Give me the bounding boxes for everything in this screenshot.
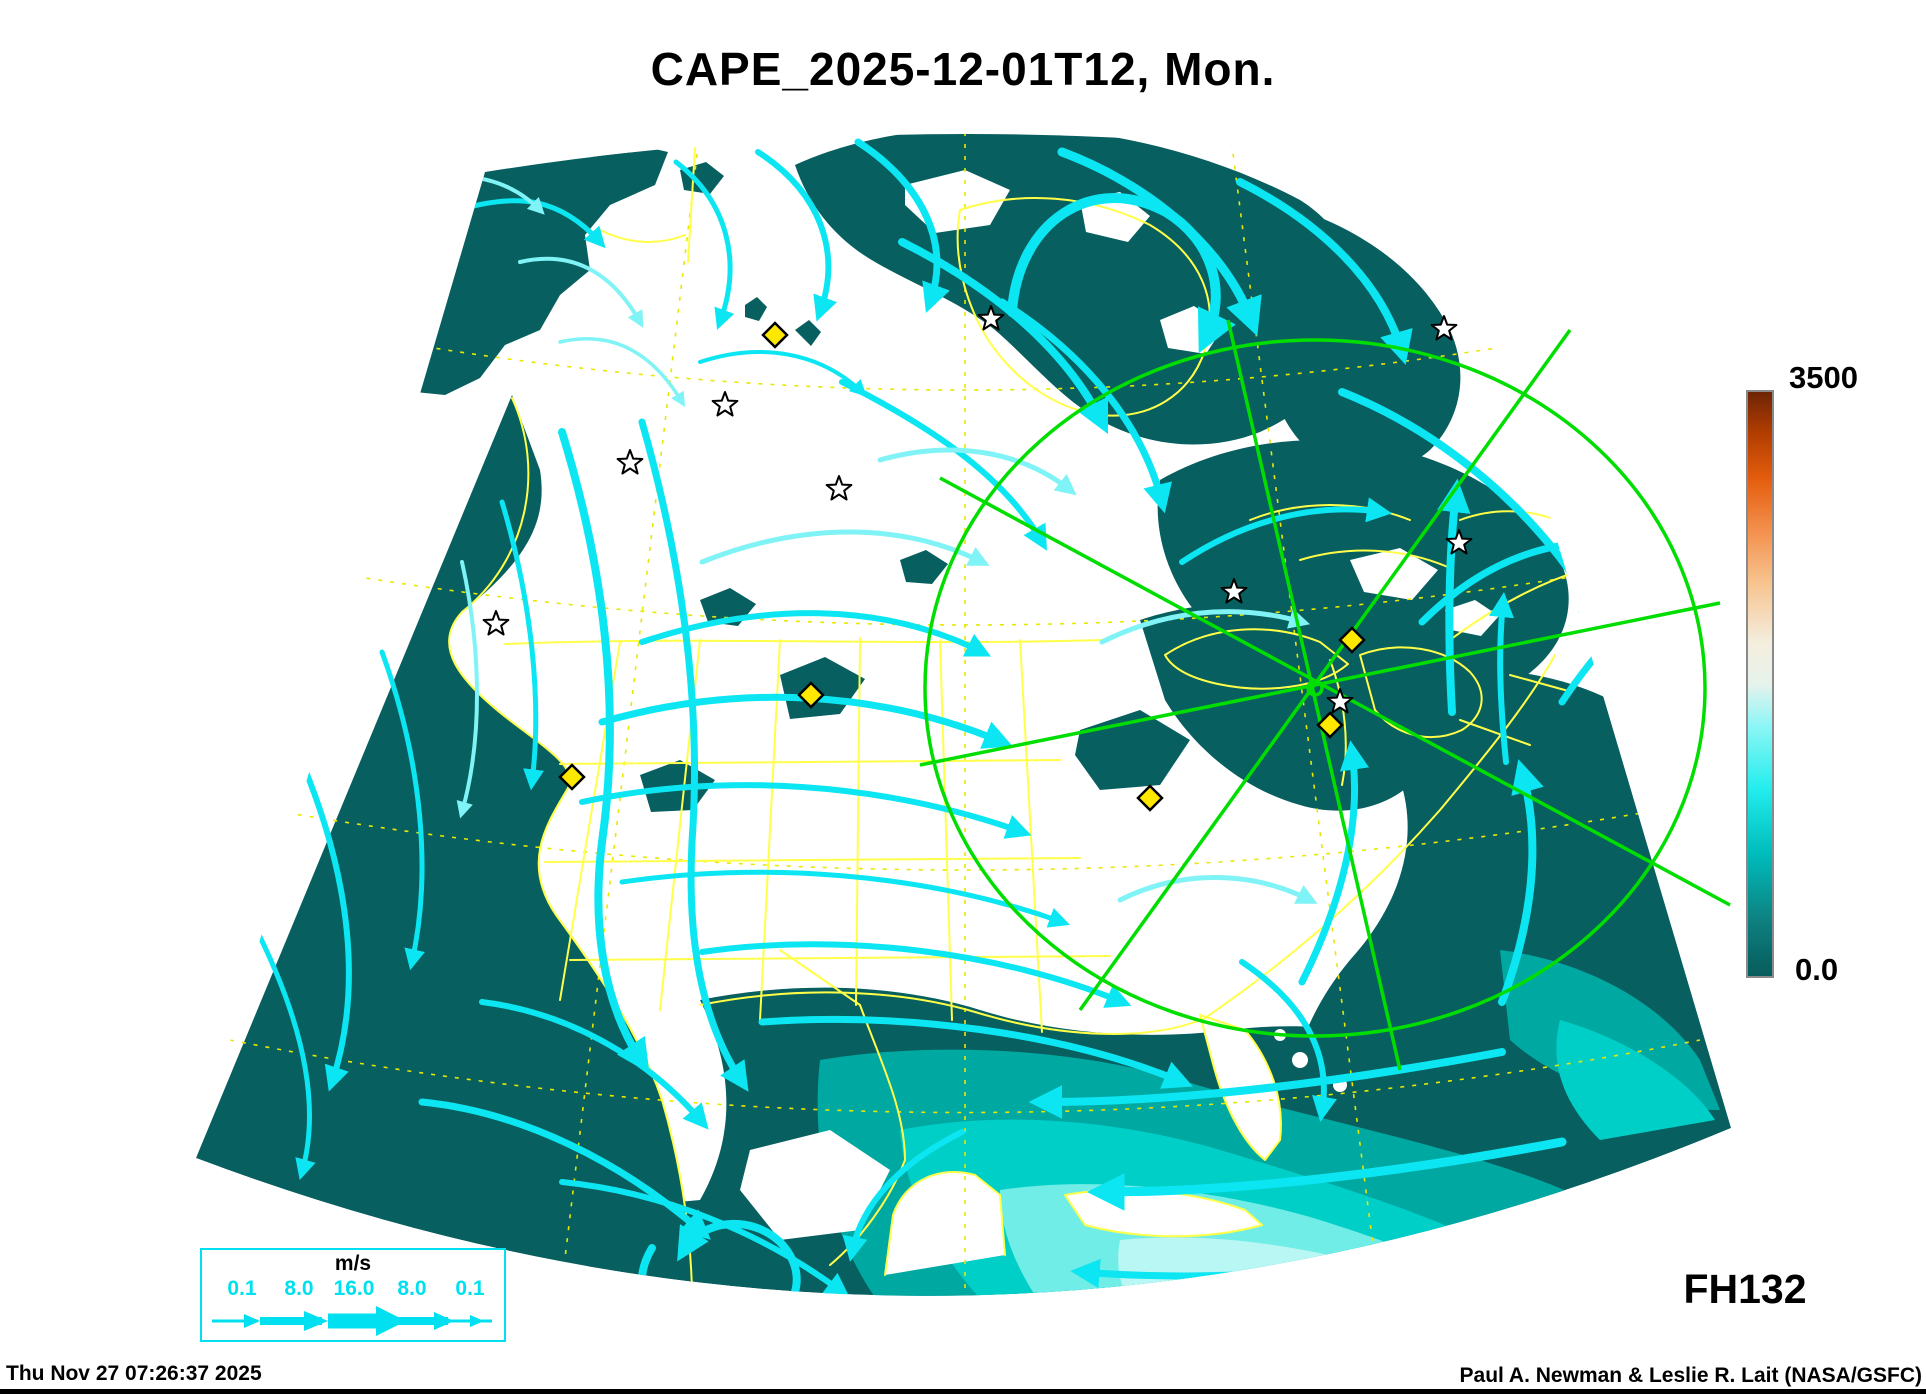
credit-text: Paul A. Newman & Leslie R. Lait (NASA/GS… [1459,1364,1922,1387]
wind-streamline [1057,147,1262,337]
wind-streamline [673,159,735,330]
wind-streamline [559,1179,851,1296]
wind-streamline [758,1016,1193,1089]
bottom-divider-bar [0,1389,1926,1394]
star-marker [1445,529,1473,555]
legend-speed-label: 16.0 [333,1277,375,1300]
wind-streamline [1236,178,1413,365]
wind-streamline [699,529,990,566]
wind-streamline [558,428,650,1074]
diamond-marker [1338,626,1366,654]
wind-streamline [558,337,686,408]
star-marker [616,449,644,475]
colorbar-max-label: 3500 [1789,360,1858,395]
wind-streamline [1239,959,1337,1122]
legend-speed-label: 8.0 [284,1277,314,1300]
star-marker [1220,578,1248,604]
wind-streamline [637,1219,801,1296]
wind-streamline [456,560,479,819]
wind-streamline [755,149,838,322]
wind-streamline [239,899,316,1181]
diamond-marker [1316,711,1344,739]
star-marker [1326,688,1354,714]
wind-streamline [299,759,352,1092]
wind-streamline [518,256,644,328]
wind-streamline [1298,740,1370,986]
wind-streamline [854,138,950,314]
diamond-marker [1136,784,1164,812]
page-title: CAPE_2025-12-01T12, Mon. [650,43,1276,95]
star-marker [482,610,510,636]
cape-colorbar [1746,390,1774,978]
wind-streamline [579,782,1032,839]
wind-streamline [1488,591,1515,765]
wind-streamline [1086,1137,1567,1211]
forecast-hour-label: FH132 [1683,1266,1807,1312]
range-ring-center [1306,679,1324,697]
wind-streamline [619,869,1070,928]
wind-streamline [1099,608,1311,645]
wind-streamline [499,499,544,791]
wind-streamline [1028,1048,1506,1119]
wind-streamline [877,447,1077,496]
wind-streamline [1558,574,1703,706]
legend-speed-label: 8.0 [397,1277,427,1300]
wind-streamline [1437,478,1471,716]
wind-streamline [998,298,1172,514]
wind-streamline [698,350,867,397]
wind-streamline [1498,759,1544,1006]
legend-units-label: m/s [334,1252,372,1275]
range-ring-circle [923,338,1707,1038]
wind-streamline [699,941,1132,1008]
creation-timestamp: Thu Nov 27 07:26:37 2025 [6,1362,262,1385]
wind-streamline [639,610,992,657]
wind-streamline [898,238,1109,435]
legend-speed-label: 0.1 [227,1277,257,1300]
diamond-marker [797,681,825,709]
wind-streamline [379,649,425,971]
wind-streamline [1179,497,1392,565]
wind-speed-legend: m/s 0.1 8.0 16.0 8.0 0.1 [200,1248,506,1342]
diamond-marker [558,763,586,791]
wind-streamline [479,999,709,1130]
star-marker [825,475,853,501]
cape-field-layer [196,134,1731,1296]
range-ring-layer [919,319,1731,1071]
colorbar-min-label: 0.0 [1795,952,1839,987]
star-marker [977,305,1005,331]
wind-streamline [638,418,749,1092]
marker-layer [482,305,1473,812]
range-ring-spoke [939,476,1731,907]
streamline-scale-glyph [212,1306,492,1336]
legend-speed-label: 0.1 [455,1277,485,1300]
range-ring-spoke [1078,328,1572,1012]
wind-streamline [842,1129,965,1262]
star-marker [1430,315,1458,341]
star-marker [711,391,739,417]
diamond-marker [761,321,789,349]
wind-streamline [1117,875,1318,904]
